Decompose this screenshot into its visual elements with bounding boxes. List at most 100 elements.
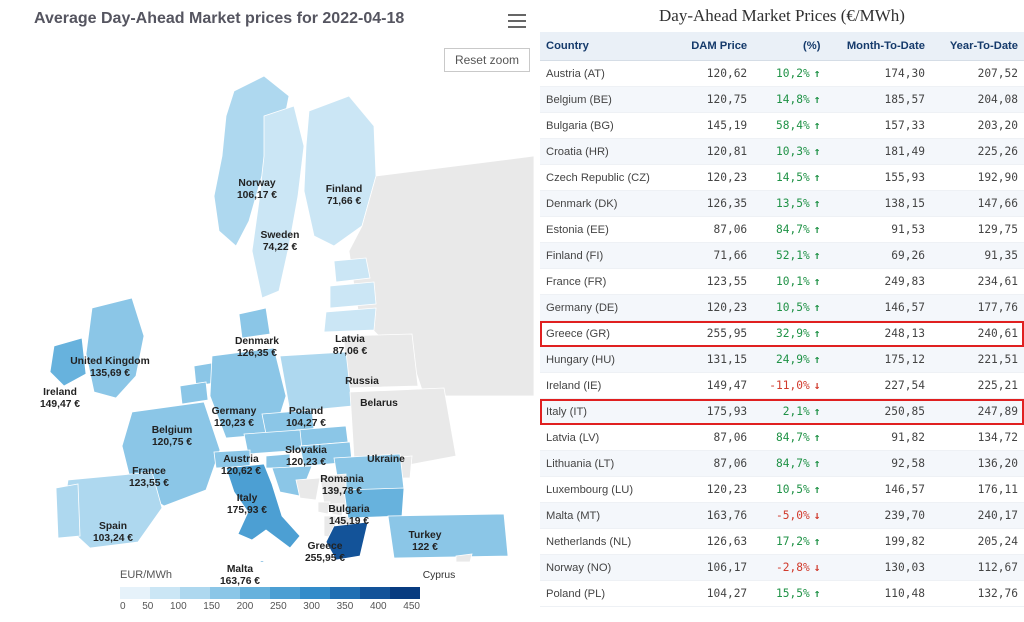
cell-mtd: 181,49 xyxy=(826,139,931,165)
cell-country: France (FR) xyxy=(540,269,674,295)
cell-mtd: 155,93 xyxy=(826,165,931,191)
country-latvia[interactable] xyxy=(330,282,376,308)
cell-dam: 123,55 xyxy=(674,269,753,295)
country-bosnia[interactable] xyxy=(296,478,320,500)
arrow-up-icon: ↑ xyxy=(814,457,821,470)
country-estonia[interactable] xyxy=(334,258,370,282)
cell-pct: -2,8%↓ xyxy=(753,555,826,581)
table-body: Austria (AT)120,6210,2%↑174,30207,52Belg… xyxy=(540,61,1024,607)
cell-country: Luxembourg (LU) xyxy=(540,477,674,503)
table-row[interactable]: Malta (MT)163,76-5,0%↓239,70240,17 xyxy=(540,503,1024,529)
country-lithuania[interactable] xyxy=(324,308,376,332)
table-row[interactable]: Norway (NO)106,17-2,8%↓130,03112,67 xyxy=(540,555,1024,581)
cell-ytd: 177,76 xyxy=(931,295,1024,321)
cell-pct: 13,5%↑ xyxy=(753,191,826,217)
country-austria[interactable] xyxy=(244,430,302,454)
cell-country: Norway (NO) xyxy=(540,555,674,581)
legend-ticks: 050100150200250300350400450 xyxy=(120,601,420,612)
cell-ytd: 147,66 xyxy=(931,191,1024,217)
country-poland[interactable] xyxy=(280,352,352,412)
table-row[interactable]: Poland (PL)104,2715,5%↑110,48132,76 xyxy=(540,581,1024,607)
cell-dam: 71,66 xyxy=(674,243,753,269)
cell-dam: 120,81 xyxy=(674,139,753,165)
arrow-up-icon: ↑ xyxy=(814,353,821,366)
table-row[interactable]: Denmark (DK)126,3513,5%↑138,15147,66 xyxy=(540,191,1024,217)
cell-mtd: 138,15 xyxy=(826,191,931,217)
table-row[interactable]: Bulgaria (BG)145,1958,4%↑157,33203,20 xyxy=(540,113,1024,139)
cell-mtd: 248,13 xyxy=(826,321,931,347)
cell-country: Bulgaria (BG) xyxy=(540,113,674,139)
table-row[interactable]: Germany (DE)120,2310,5%↑146,57177,76 xyxy=(540,295,1024,321)
arrow-up-icon: ↑ xyxy=(814,405,821,418)
table-row[interactable]: Netherlands (NL)126,6317,2%↑199,82205,24 xyxy=(540,529,1024,555)
europe-map-svg xyxy=(4,36,534,562)
table-row[interactable]: Greece (GR)255,9532,9%↑248,13240,61 xyxy=(540,321,1024,347)
country-belgium[interactable] xyxy=(180,382,208,404)
cell-pct: 52,1%↑ xyxy=(753,243,826,269)
cell-mtd: 92,58 xyxy=(826,451,931,477)
chart-menu-button[interactable] xyxy=(504,10,530,32)
cell-pct: 14,5%↑ xyxy=(753,165,826,191)
cell-dam: 120,23 xyxy=(674,295,753,321)
country-serbia[interactable] xyxy=(320,474,346,506)
th-pct[interactable]: (%) xyxy=(753,32,826,61)
table-row[interactable]: France (FR)123,5510,1%↑249,83234,61 xyxy=(540,269,1024,295)
table-row[interactable]: Ireland (IE)149,47-11,0%↓227,54225,21 xyxy=(540,373,1024,399)
cell-pct: 15,5%↑ xyxy=(753,581,826,607)
table-row[interactable]: Lithuania (LT)87,0684,7%↑92,58136,20 xyxy=(540,451,1024,477)
cell-dam: 149,47 xyxy=(674,373,753,399)
cell-ytd: 240,17 xyxy=(931,503,1024,529)
arrow-up-icon: ↑ xyxy=(814,327,821,340)
country-portugal[interactable] xyxy=(56,484,80,538)
cell-ytd: 234,61 xyxy=(931,269,1024,295)
country-ireland[interactable] xyxy=(50,338,86,386)
country-denmark[interactable] xyxy=(239,308,270,338)
country-belarus[interactable] xyxy=(344,334,418,388)
cell-pct: 32,9%↑ xyxy=(753,321,826,347)
arrow-up-icon: ↑ xyxy=(814,145,821,158)
country-slovenia[interactable] xyxy=(266,454,290,468)
cell-mtd: 157,33 xyxy=(826,113,931,139)
country-switzerland[interactable] xyxy=(214,450,250,468)
table-row[interactable]: Czech Republic (CZ)120,2314,5%↑155,93192… xyxy=(540,165,1024,191)
table-row[interactable]: Finland (FI)71,6652,1%↑69,2691,35 xyxy=(540,243,1024,269)
th-mtd[interactable]: Month-To-Date xyxy=(826,32,931,61)
table-row[interactable]: Italy (IT)175,932,1%↑250,85247,89 xyxy=(540,399,1024,425)
label-cyprus: Cyprus xyxy=(423,570,456,582)
country-turkey[interactable] xyxy=(388,514,508,558)
cell-ytd: 91,35 xyxy=(931,243,1024,269)
cell-pct: 2,1%↑ xyxy=(753,399,826,425)
cell-country: Italy (IT) xyxy=(540,399,674,425)
table-row[interactable]: Austria (AT)120,6210,2%↑174,30207,52 xyxy=(540,61,1024,87)
cell-dam: 255,95 xyxy=(674,321,753,347)
map-area[interactable]: Norway106,17 € Sweden74,22 € Finland71,6… xyxy=(4,36,534,562)
table-row[interactable]: Latvia (LV)87,0684,7%↑91,82134,72 xyxy=(540,425,1024,451)
th-ytd[interactable]: Year-To-Date xyxy=(931,32,1024,61)
cell-ytd: 247,89 xyxy=(931,399,1024,425)
cell-dam: 126,63 xyxy=(674,529,753,555)
table-row[interactable]: Croatia (HR)120,8110,3%↑181,49225,26 xyxy=(540,139,1024,165)
arrow-up-icon: ↑ xyxy=(814,197,821,210)
th-country[interactable]: Country xyxy=(540,32,674,61)
table-row[interactable]: Estonia (EE)87,0684,7%↑91,53129,75 xyxy=(540,217,1024,243)
cell-country: Ireland (IE) xyxy=(540,373,674,399)
country-kosovo[interactable] xyxy=(332,504,344,516)
cell-ytd: 204,08 xyxy=(931,87,1024,113)
table-container: Country DAM Price (%) Month-To-Date Year… xyxy=(540,32,1024,622)
table-row[interactable]: Luxembourg (LU)120,2310,5%↑146,57176,11 xyxy=(540,477,1024,503)
cell-mtd: 174,30 xyxy=(826,61,931,87)
cell-mtd: 130,03 xyxy=(826,555,931,581)
cell-mtd: 249,83 xyxy=(826,269,931,295)
country-bulgaria[interactable] xyxy=(344,488,404,518)
cell-country: Latvia (LV) xyxy=(540,425,674,451)
country-montenegro[interactable] xyxy=(318,502,330,514)
table-row[interactable]: Belgium (BE)120,7514,8%↑185,57204,08 xyxy=(540,87,1024,113)
th-dam[interactable]: DAM Price xyxy=(674,32,753,61)
cell-ytd: 225,21 xyxy=(931,373,1024,399)
country-uk[interactable] xyxy=(86,298,144,398)
legend-title: EUR/MWh xyxy=(120,569,420,581)
country-malta[interactable] xyxy=(259,561,265,562)
table-row[interactable]: Hungary (HU)131,1524,9%↑175,12221,51 xyxy=(540,347,1024,373)
cell-ytd: 136,20 xyxy=(931,451,1024,477)
cell-pct: 10,5%↑ xyxy=(753,295,826,321)
